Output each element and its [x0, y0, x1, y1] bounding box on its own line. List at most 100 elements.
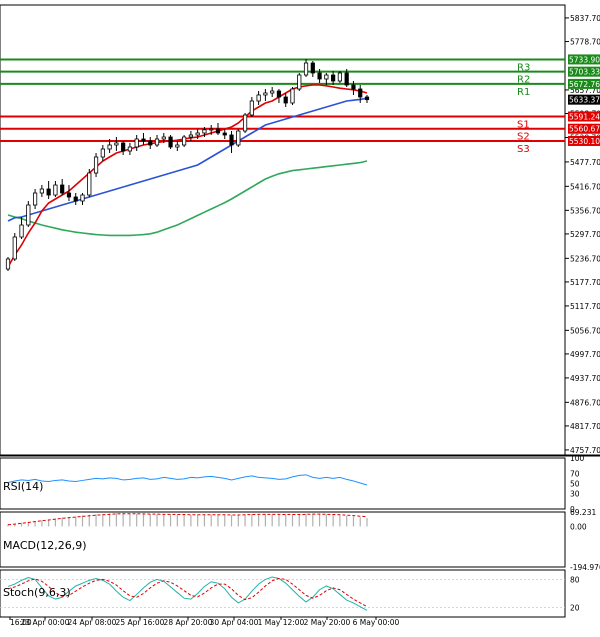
candle-body: [324, 74, 329, 80]
macd-label: MACD(12,26,9): [3, 539, 87, 552]
level-name-r2: R2: [517, 75, 530, 86]
time-tick-label: 23 Apr 00:00: [21, 618, 70, 627]
candle-body: [19, 224, 24, 238]
current-price-label: 5633.37: [569, 96, 600, 105]
candle-body: [310, 62, 315, 74]
price-tick-label: 5837.70: [570, 14, 600, 23]
rsi-tick-label: 100: [570, 454, 585, 463]
rsi-tick-label: 70: [570, 469, 580, 478]
candle-body: [297, 74, 302, 90]
candle-body: [303, 62, 309, 76]
price-tick-label: 5416.70: [570, 182, 600, 191]
level-name-r1: R1: [517, 87, 530, 98]
stoch-tick-label: 20: [570, 604, 580, 613]
rsi-tick-label: 0: [570, 505, 575, 514]
price-tick-label: 5657.70: [570, 86, 600, 95]
level-price-box: [568, 54, 600, 65]
current-price-box: [568, 94, 600, 105]
candle-body: [114, 142, 119, 146]
candle-body: [26, 204, 31, 226]
level-name-s2: S2: [517, 132, 530, 143]
time-tick-label: 16:00: [10, 618, 32, 627]
ma-fast-line: [7, 84, 368, 268]
panel-frame: [0, 569, 566, 618]
macd-tick-label: 0.00: [570, 522, 587, 531]
candle-body: [358, 88, 363, 98]
candle-body: [290, 88, 295, 104]
price-tick-label: 4937.70: [570, 374, 600, 383]
candle-body: [263, 92, 268, 96]
ma-mid-line: [7, 97, 368, 222]
time-tick-label: 28 Apr 20:00: [164, 618, 213, 627]
rsi-label: RSI(14): [3, 480, 43, 493]
candle-body: [66, 192, 72, 198]
time-tick-label: 24 Apr 08:00: [68, 618, 117, 627]
candle-body: [39, 188, 44, 194]
candle-body: [256, 94, 261, 102]
candle-body: [32, 192, 38, 206]
candle-body: [154, 138, 160, 146]
price-tick-label: 4997.70: [570, 350, 600, 359]
level-price-box: [568, 111, 600, 122]
price-tick-label: 5778.70: [570, 38, 600, 47]
candle-body: [351, 84, 356, 90]
price-tick-label: 4817.70: [570, 422, 600, 431]
candle-body: [93, 156, 99, 174]
rsi-tick-label: 30: [570, 490, 580, 499]
ma-slow-line: [7, 160, 368, 237]
candle-body: [107, 144, 112, 150]
time-tick-label: 1 May 12:00: [258, 618, 305, 627]
price-tick-label: 5056.70: [570, 326, 600, 335]
level-price-box: [568, 135, 600, 146]
level-price-box: [568, 123, 600, 134]
candle-body: [276, 90, 282, 98]
candle-body: [364, 96, 370, 101]
candle-body: [60, 184, 65, 194]
candle-body: [134, 138, 139, 148]
level-price-box: [568, 78, 600, 89]
price-tick-label: 5117.70: [570, 302, 600, 311]
stoch-label: Stoch(9,6,3): [3, 586, 71, 599]
level-price-label: 5733.90: [569, 55, 600, 64]
time-tick-label: 2 May 20:00: [304, 618, 351, 627]
price-tick-label: 4876.70: [570, 398, 600, 407]
candle-body: [53, 184, 58, 196]
candle-body: [12, 236, 17, 260]
price-tick-label: 5236.70: [570, 254, 600, 263]
candle-body: [87, 172, 92, 196]
candle-body: [80, 194, 85, 202]
candle-body: [317, 72, 322, 80]
price-tick-label: 5297.70: [570, 230, 600, 239]
candle-body: [331, 74, 336, 82]
price-tick-label: 5356.70: [570, 206, 600, 215]
level-price-label: 5560.67: [569, 125, 600, 134]
time-tick-label: 30 Apr 04:00: [210, 618, 259, 627]
level-name-r3: R3: [517, 62, 530, 73]
stoch-main-line: [7, 576, 368, 611]
stoch-tick-label: 80: [570, 575, 580, 584]
candle-body: [73, 196, 78, 202]
level-name-s1: S1: [517, 120, 530, 131]
candle-body: [337, 72, 343, 82]
candle-body: [168, 136, 173, 148]
candle-body: [283, 96, 288, 104]
price-tick-label: 5177.70: [570, 278, 600, 287]
macd-tick-label: -194.970: [570, 563, 600, 572]
candle-body: [127, 146, 133, 152]
candle-body: [270, 90, 275, 94]
candle-body: [188, 134, 193, 138]
panel-frame: [0, 511, 566, 568]
stoch-signal-line: [7, 577, 368, 608]
price-tick-label: 4757.70: [570, 446, 600, 455]
candle-body: [148, 140, 153, 146]
candle-body: [46, 188, 51, 196]
time-tick-label: 6 May 00:00: [353, 618, 400, 627]
level-price-label: 5530.10: [569, 137, 600, 146]
candle-body: [202, 129, 207, 134]
candle-body: [209, 128, 214, 131]
price-tick-label: 5477.70: [570, 158, 600, 167]
candle-body: [249, 100, 254, 116]
